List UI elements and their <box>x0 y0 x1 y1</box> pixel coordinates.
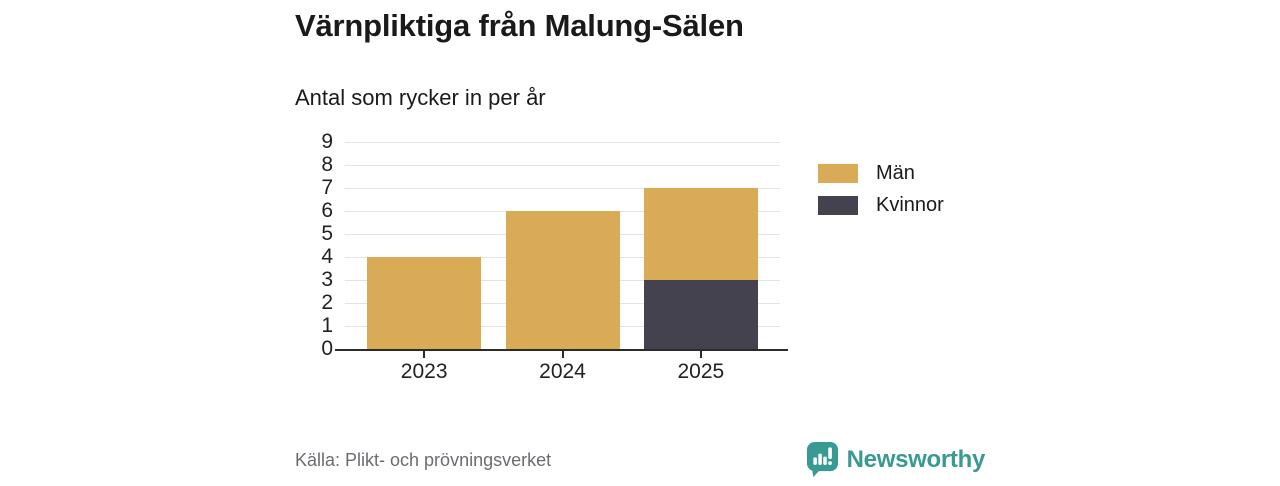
y-axis-label: 0 <box>321 337 333 360</box>
y-axis-label: 2 <box>321 291 333 314</box>
bar-segment <box>367 257 482 349</box>
stacked-bar-chart: 0 1 2 3 4 5 6 7 8 9 2023 2024 2025 <box>295 130 788 389</box>
x-axis-tick <box>423 351 426 358</box>
legend-item: Kvinnor <box>818 194 944 216</box>
legend-swatch <box>818 163 858 183</box>
y-axis-label: 4 <box>321 245 333 268</box>
x-axis-line <box>335 349 788 351</box>
gridline <box>345 188 780 189</box>
newsworthy-logo[interactable]: Newsworthy <box>806 441 985 478</box>
chart-subtitle: Antal som rycker in per år <box>295 85 546 110</box>
bar-segment <box>505 211 620 349</box>
y-axis-label: 3 <box>321 268 333 291</box>
bar-segment <box>643 188 758 280</box>
legend-label: Kvinnor <box>876 194 944 216</box>
newsworthy-icon <box>806 442 838 477</box>
y-axis-label: 1 <box>321 314 333 337</box>
chart-legend: Män Kvinnor <box>818 162 944 216</box>
x-axis-label: 2024 <box>539 360 586 383</box>
y-axis-label: 9 <box>321 130 333 153</box>
brand-name: Newsworthy <box>846 445 986 473</box>
legend-label: Män <box>876 162 915 184</box>
y-axis-label: 6 <box>321 199 333 222</box>
y-axis-label: 7 <box>321 176 333 199</box>
x-axis-tick <box>561 351 564 358</box>
y-axis-label: 5 <box>321 222 333 245</box>
source-note: Källa: Plikt- och prövningsverket <box>295 449 552 470</box>
x-axis-tick <box>699 351 702 358</box>
y-axis-label: 8 <box>321 153 333 176</box>
gridline <box>345 165 780 166</box>
chart-area: 0 1 2 3 4 5 6 7 8 9 2023 2024 2025 Män Kvinnor <box>295 130 985 389</box>
legend-item: Män <box>818 162 944 184</box>
graphic-footer: Källa: Plikt- och prövningsverket Newswo… <box>295 441 985 478</box>
x-axis-label: 2023 <box>400 360 448 383</box>
x-axis-label: 2025 <box>677 360 725 383</box>
news-graphic-card: Värnpliktiga från Malung-Sälen Antal som… <box>295 6 985 478</box>
gridline <box>345 142 780 143</box>
chart-title: Värnpliktiga från Malung-Sälen <box>295 8 744 43</box>
bar-segment <box>643 280 758 349</box>
legend-swatch <box>818 195 858 215</box>
